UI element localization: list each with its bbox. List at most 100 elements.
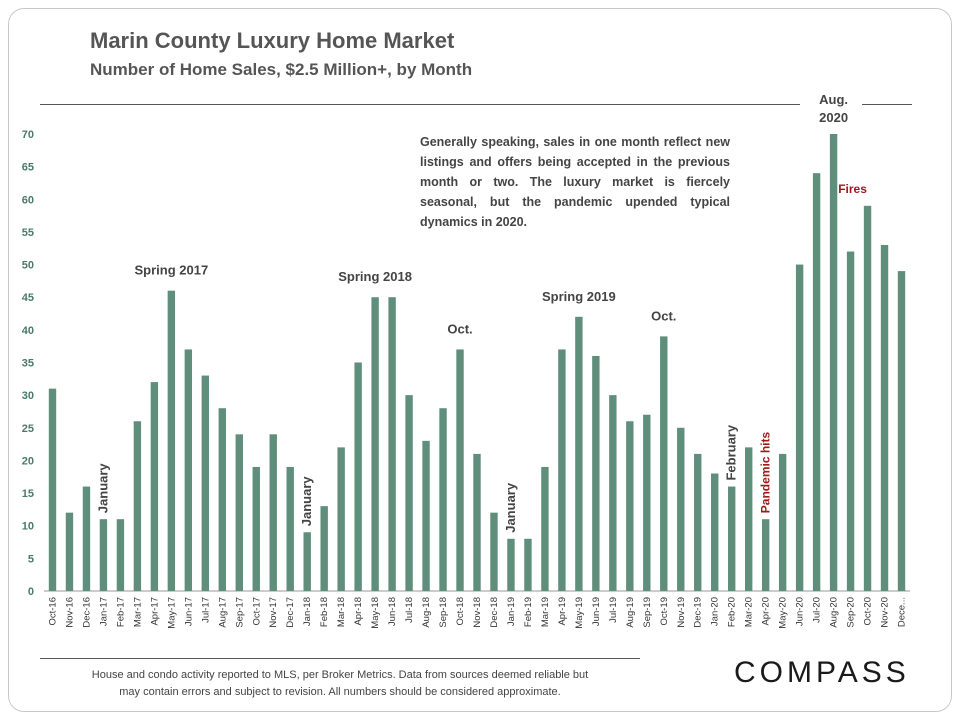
bar (660, 336, 668, 591)
bar (82, 486, 91, 591)
x-tick-label: Sep-20 (846, 597, 857, 628)
annotation-label: February (724, 424, 739, 480)
footnote-line-1: House and condo activity reported to MLS… (91, 669, 589, 681)
bar (575, 316, 583, 591)
bar (320, 506, 328, 591)
slide-frame (8, 8, 952, 712)
y-tick-label: 55 (22, 227, 34, 239)
x-tick-label: Feb-17 (115, 597, 126, 627)
bar (711, 473, 719, 591)
bar (354, 362, 362, 591)
bar (167, 290, 176, 591)
x-tick-label: Apr-17 (149, 597, 160, 626)
x-tick-label: Dece... (897, 597, 908, 627)
y-tick-label: 15 (22, 488, 34, 500)
x-tick-label: Nov-19 (676, 597, 687, 628)
x-tick-label: Mar-17 (132, 597, 143, 627)
x-tick-label: Dec-16 (81, 597, 92, 628)
bar (812, 173, 821, 591)
footnote-line-2: may contain errors and subject to revisi… (119, 686, 561, 698)
x-tick-label: Apr-20 (761, 597, 772, 626)
x-tick-label: Jul-17 (200, 597, 211, 623)
x-tick-label: Jun-20 (795, 597, 806, 626)
bar (744, 447, 753, 591)
bar (677, 427, 685, 591)
bar (473, 453, 481, 591)
x-tick-label: May-20 (778, 597, 789, 629)
x-tick-label: Sep-17 (234, 597, 245, 628)
x-tick-label: Oct-19 (659, 597, 670, 626)
bar (897, 271, 906, 591)
x-tick-label: May-18 (370, 597, 381, 629)
bar (643, 414, 651, 591)
bar (524, 538, 532, 591)
bar (795, 264, 804, 591)
x-tick-label: Jan-17 (98, 597, 109, 626)
peak-label-line: 2020 (819, 110, 848, 125)
annotation-label: Fires (838, 182, 867, 196)
y-tick-label: 30 (22, 390, 34, 402)
y-tick-label: 0 (28, 586, 34, 598)
compass-logo: COMPASS (734, 656, 910, 689)
y-tick-label: 40 (22, 325, 34, 337)
y-tick-label: 60 (22, 194, 34, 206)
bar (694, 453, 702, 591)
footnote-rule (40, 658, 640, 659)
y-tick-label: 35 (22, 358, 34, 370)
x-tick-label: Aug-20 (829, 597, 840, 628)
x-tick-label: Jun-18 (387, 597, 398, 626)
x-tick-label: Oct-20 (863, 597, 874, 626)
bar (728, 486, 736, 591)
annotation-label: January (299, 476, 314, 527)
x-tick-label: Sep-18 (438, 597, 449, 628)
bar (439, 408, 447, 591)
annotation-label: Spring 2018 (338, 269, 412, 284)
bar (235, 434, 243, 591)
x-tick-label: Mar-19 (540, 597, 551, 627)
x-tick-label: Mar-18 (336, 597, 347, 627)
bar (592, 355, 600, 591)
header-rule-left (40, 104, 800, 105)
annotation-label: Spring 2017 (135, 263, 209, 278)
bar (558, 349, 566, 591)
y-tick-label: 25 (22, 423, 34, 435)
bar (65, 512, 74, 591)
bar (626, 421, 634, 591)
bar (456, 349, 464, 591)
bar (252, 466, 260, 591)
bar (116, 519, 125, 591)
bar (218, 408, 226, 591)
bar (507, 538, 515, 591)
x-tick-label: Dec-17 (285, 597, 296, 628)
annotation-label: January (503, 482, 518, 533)
chart-note: Generally speaking, sales in one month r… (418, 132, 732, 232)
peak-label-line: Aug. (819, 92, 848, 107)
y-tick-label: 45 (22, 292, 34, 304)
bar (133, 421, 142, 591)
x-tick-label: Jul-18 (404, 597, 415, 623)
x-tick-label: Nov-16 (64, 597, 75, 628)
bar (609, 395, 617, 591)
x-tick-label: Apr-19 (557, 597, 568, 626)
x-tick-label: Jan-18 (302, 597, 313, 626)
x-tick-label: May-17 (166, 597, 177, 629)
x-tick-label: Aug-17 (217, 597, 228, 628)
x-tick-label: Sep-19 (642, 597, 653, 628)
annotation-label: Pandemic hits (759, 432, 773, 514)
x-tick-label: Jun-19 (591, 597, 602, 626)
annotation-label: Oct. (447, 321, 472, 336)
bar (880, 244, 889, 591)
y-tick-label: 70 (22, 129, 34, 141)
x-tick-label: May-19 (574, 597, 585, 629)
y-tick-label: 5 (28, 553, 34, 565)
x-tick-label: Jan-19 (506, 597, 517, 626)
x-tick-label: Dec-19 (693, 597, 704, 628)
bar (541, 466, 549, 591)
annotation-label: January (95, 463, 110, 514)
bar (388, 297, 396, 591)
x-tick-label: Nov-18 (472, 597, 483, 628)
x-tick-label: Aug-19 (625, 597, 636, 628)
x-tick-label: Nov-17 (268, 597, 279, 628)
bar (422, 440, 430, 591)
